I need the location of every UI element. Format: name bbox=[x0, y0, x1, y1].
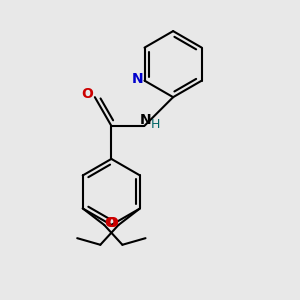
Text: O: O bbox=[82, 87, 94, 101]
Text: N: N bbox=[140, 113, 151, 127]
Text: H: H bbox=[150, 118, 160, 131]
Text: N: N bbox=[131, 72, 143, 86]
Text: O: O bbox=[104, 216, 116, 230]
Text: O: O bbox=[106, 216, 119, 230]
